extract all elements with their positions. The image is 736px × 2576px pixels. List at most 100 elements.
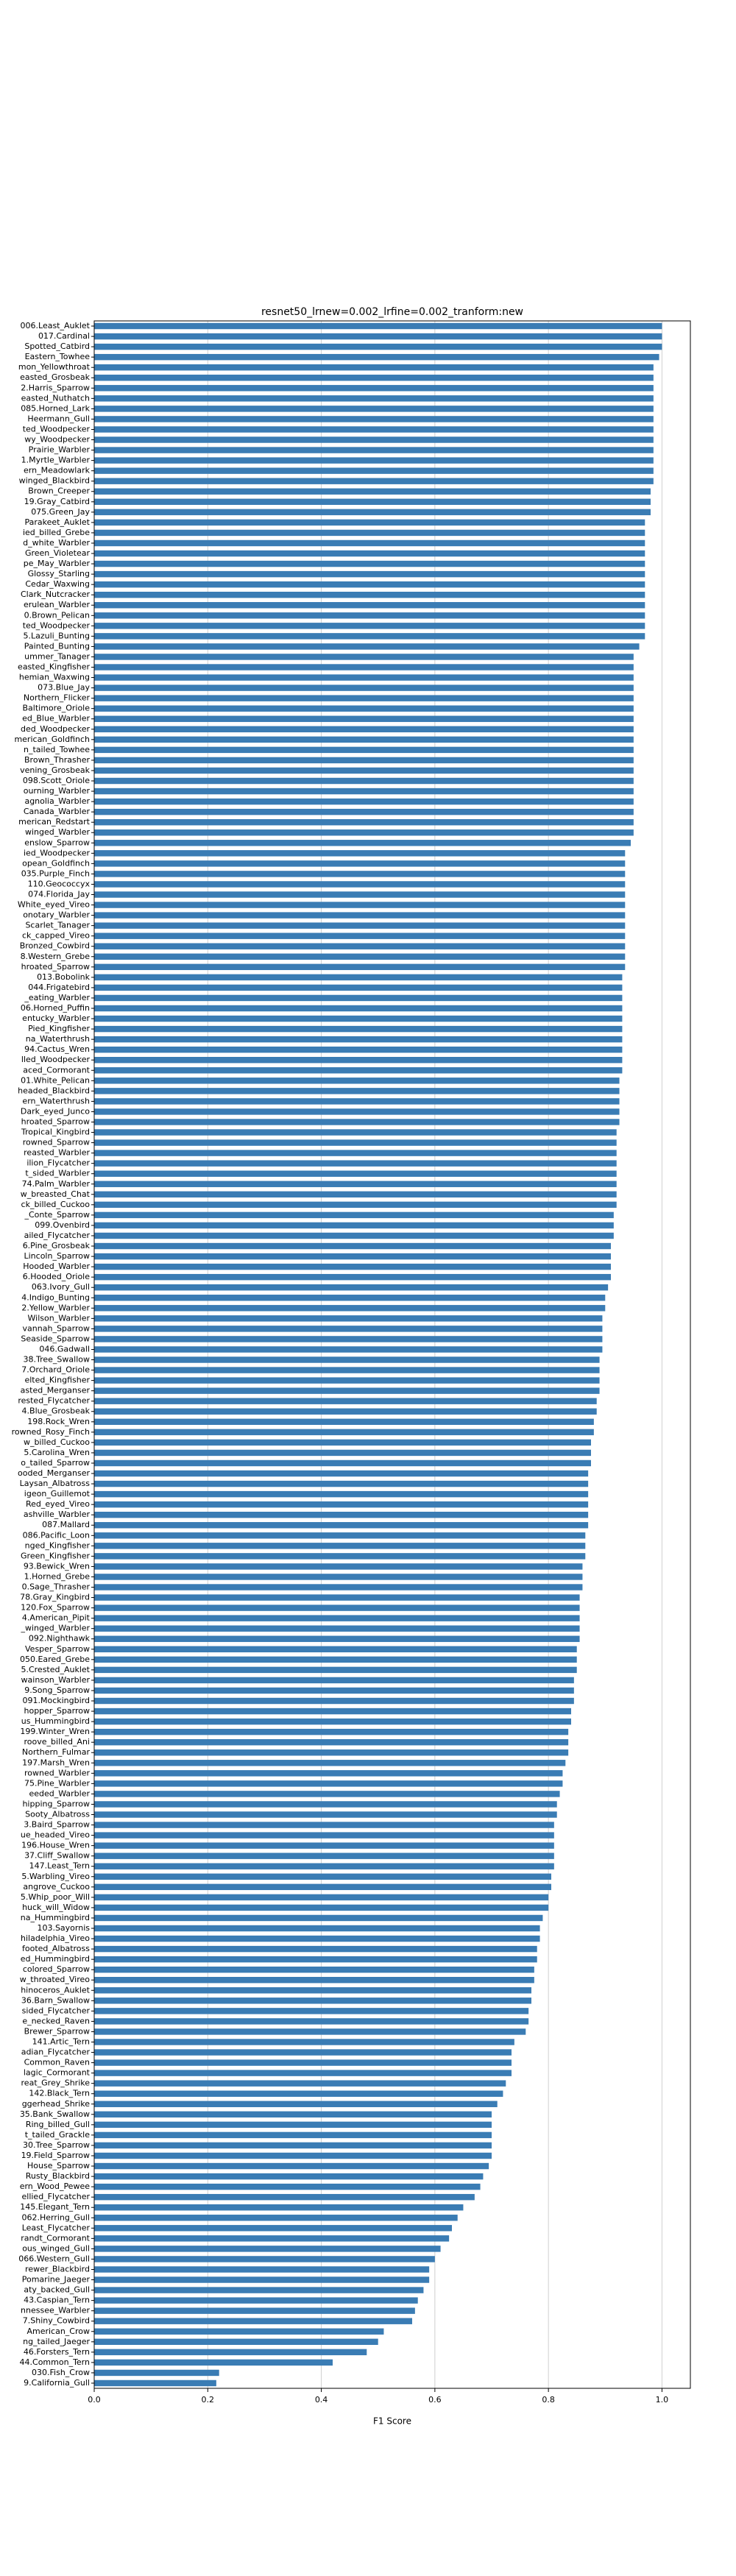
bar: [94, 1904, 549, 1911]
y-tick-label: _Conte_Sparrow: [24, 1210, 90, 1220]
bar: [94, 2276, 430, 2283]
y-tick-label: 5.Carolina_Wren: [24, 1448, 90, 1457]
y-tick-label: ck_billed_Cuckoo: [21, 1200, 91, 1209]
y-tick-label: Glossy_Starling: [28, 569, 90, 578]
bar: [94, 2152, 492, 2159]
y-tick-label: 2.Harris_Sparrow: [21, 383, 90, 392]
y-tick-label: t_tailed_Grackle: [25, 2130, 90, 2140]
y-tick-label: 035.Purple_Finch: [21, 868, 90, 878]
bar: [94, 788, 634, 795]
bar: [94, 2183, 481, 2190]
bar: [94, 1295, 606, 1301]
y-tick-label: 43.Caspian_Tern: [24, 2296, 90, 2305]
y-tick-label: 2.Yellow_Warbler: [21, 1303, 90, 1312]
y-tick-label: opean_Goldfinch: [22, 858, 90, 868]
bar: [94, 1025, 623, 1033]
bar: [94, 1015, 623, 1022]
y-tick-label: 197.Marsh_Wren: [22, 1758, 90, 1767]
bar: [94, 2204, 464, 2211]
y-tick-label: 0.Sage_Thrasher: [22, 1582, 91, 1592]
bar: [94, 1139, 617, 1146]
y-tick-label: American_Crow: [26, 2326, 90, 2336]
bar: [94, 1532, 586, 1539]
bar: [94, 1211, 614, 1219]
y-tick-label: Prairie_Warbler: [29, 445, 91, 455]
y-tick-label: hiladelphia_Vireo: [21, 1933, 90, 1943]
y-tick-label: ed_Blue_Warbler: [22, 714, 90, 723]
bar: [94, 1222, 614, 1229]
y-tick-label: reat_Grey_Shrike: [21, 2078, 91, 2088]
bar: [94, 1129, 617, 1136]
bar: [94, 1728, 569, 1735]
bar: [94, 1367, 600, 1373]
bar: [94, 1263, 611, 1270]
y-tick-label: ourning_Warbler: [24, 786, 91, 796]
y-tick-label: 78.Gray_Kingbird: [20, 1593, 90, 1602]
bar: [94, 1408, 597, 1415]
x-tick-label: 0.6: [428, 2395, 442, 2405]
y-tick-label: ck_capped_Vireo: [22, 931, 90, 941]
y-tick-label: o_tailed_Sparrow: [21, 1458, 90, 1468]
bar: [94, 1191, 617, 1198]
y-tick-label: 098.Scott_Oriole: [23, 776, 90, 785]
bar: [94, 1326, 603, 1332]
y-tick-label: Spotted_Catbird: [24, 342, 90, 351]
bar: [94, 891, 626, 898]
y-tick-label: Painted_Bunting: [24, 641, 90, 651]
bar: [94, 2173, 484, 2180]
y-tick-label: 06.Horned_Puffin: [21, 1003, 90, 1013]
bar: [94, 1315, 603, 1322]
bar: [94, 840, 631, 846]
bar: [94, 1832, 554, 1839]
y-tick-label: _winged_Warbler: [20, 1624, 90, 1633]
bar: [94, 1273, 611, 1281]
plot-frame: [93, 320, 691, 2389]
y-tick-label: Seaside_Sparrow: [21, 1334, 90, 1343]
bar: [94, 1356, 600, 1363]
y-tick-label: Vesper_Sparrow: [25, 1644, 90, 1654]
y-tick-label: us_Hummingbird: [21, 1716, 90, 1726]
y-tick-label: 092.Nighthawk: [29, 1634, 91, 1643]
y-tick-label: Lincoln_Sparrow: [24, 1251, 90, 1261]
bar: [94, 1346, 603, 1353]
bar: [94, 798, 634, 805]
bar: [94, 767, 634, 774]
y-tick-label: entucky_Warbler: [22, 1013, 90, 1023]
y-tick-label: 0.Brown_Pelican: [24, 610, 90, 620]
y-tick-label: Cedar_Waxwing: [25, 579, 90, 589]
x-tick-label: 0.2: [202, 2395, 215, 2405]
y-tick-label: n_tailed_Towhee: [24, 745, 90, 754]
bar: [94, 684, 634, 691]
bar: [94, 1925, 540, 1932]
y-tick-label: e_necked_Raven: [22, 2016, 90, 2025]
bar: [94, 406, 654, 412]
y-tick-label: ded_Woodpecker: [21, 724, 90, 734]
y-tick-label: ggerhead_Shrike: [22, 2099, 91, 2109]
bar: [94, 2162, 489, 2170]
y-tick-label: Tropical_Kingbird: [21, 1128, 90, 1137]
y-tick-label: White_eyed_Vireo: [18, 900, 90, 910]
bar: [94, 1822, 554, 1828]
y-tick-label: Northern_Fulmar: [22, 1747, 91, 1757]
y-tick-label: 1.Myrtle_Warbler: [21, 456, 91, 465]
y-tick-label: na_Waterthrush: [26, 1034, 90, 1044]
y-tick-label: nnessee_Warbler: [21, 2306, 90, 2315]
y-tick-label: 066.Western_Gull: [18, 2254, 90, 2263]
bar: [94, 850, 626, 857]
bar: [94, 1738, 569, 1746]
bar: [94, 1387, 600, 1394]
bar: [94, 860, 626, 867]
y-tick-label: 30.Tree_Sparrow: [23, 2140, 90, 2150]
bar: [94, 695, 634, 701]
bar: [94, 1511, 589, 1518]
bar: [94, 612, 645, 619]
y-tick-label: 75.Pine_Warbler: [24, 1778, 90, 1788]
y-tick-label: House_Sparrow: [27, 2161, 90, 2170]
y-tick-label: winged_Blackbird: [19, 476, 90, 486]
y-tick-label: easted_Nuthatch: [21, 393, 90, 403]
y-tick-label: Hooded_Warbler: [23, 1262, 90, 1271]
bar: [94, 1801, 557, 1808]
bar: [94, 539, 645, 547]
bar: [94, 2328, 384, 2335]
x-tick-label: 0.8: [542, 2395, 555, 2405]
